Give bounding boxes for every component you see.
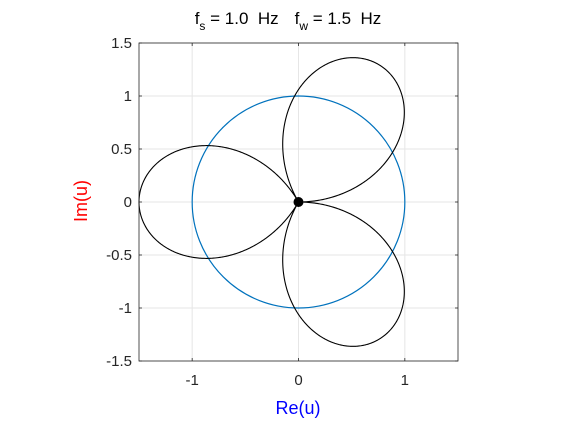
origin-marker-layer bbox=[293, 197, 304, 207]
y-tick-label: 0 bbox=[124, 194, 132, 211]
y-tick-label: -0.5 bbox=[106, 247, 132, 264]
title-fs-subscript: s bbox=[199, 19, 205, 33]
y-tick-label: 1 bbox=[124, 88, 132, 105]
title-fw-value: = 1.5 Hz bbox=[308, 9, 381, 28]
title-fs-symbol: f bbox=[195, 9, 200, 28]
origin-marker bbox=[293, 197, 304, 207]
y-tick-label: -1.5 bbox=[106, 353, 132, 370]
y-tick-label: 1.5 bbox=[111, 35, 132, 52]
y-tick-label: -1 bbox=[119, 300, 132, 317]
chart-title: fs = 1.0 Hz fw = 1.5 Hz bbox=[195, 9, 382, 33]
y-tick-label: 0.5 bbox=[111, 141, 132, 158]
title-fw-symbol: f bbox=[295, 9, 300, 28]
x-tick-label: 0 bbox=[294, 372, 302, 389]
unit-circle bbox=[191, 95, 406, 309]
unit-circle-layer bbox=[191, 95, 406, 309]
x-tick-label: 1 bbox=[401, 372, 409, 389]
axis-ticks: -1 0 1 -1.5 -1 -0.5 0 0.5 1 1.5 bbox=[106, 35, 458, 389]
x-tick-label: -1 bbox=[185, 372, 198, 389]
title-fs-value: = 1.0 Hz bbox=[205, 9, 278, 28]
x-axis-label: Re(u) bbox=[275, 398, 320, 418]
y-axis-label: Im(u) bbox=[71, 180, 91, 222]
title-fw-subscript: w bbox=[298, 19, 308, 33]
